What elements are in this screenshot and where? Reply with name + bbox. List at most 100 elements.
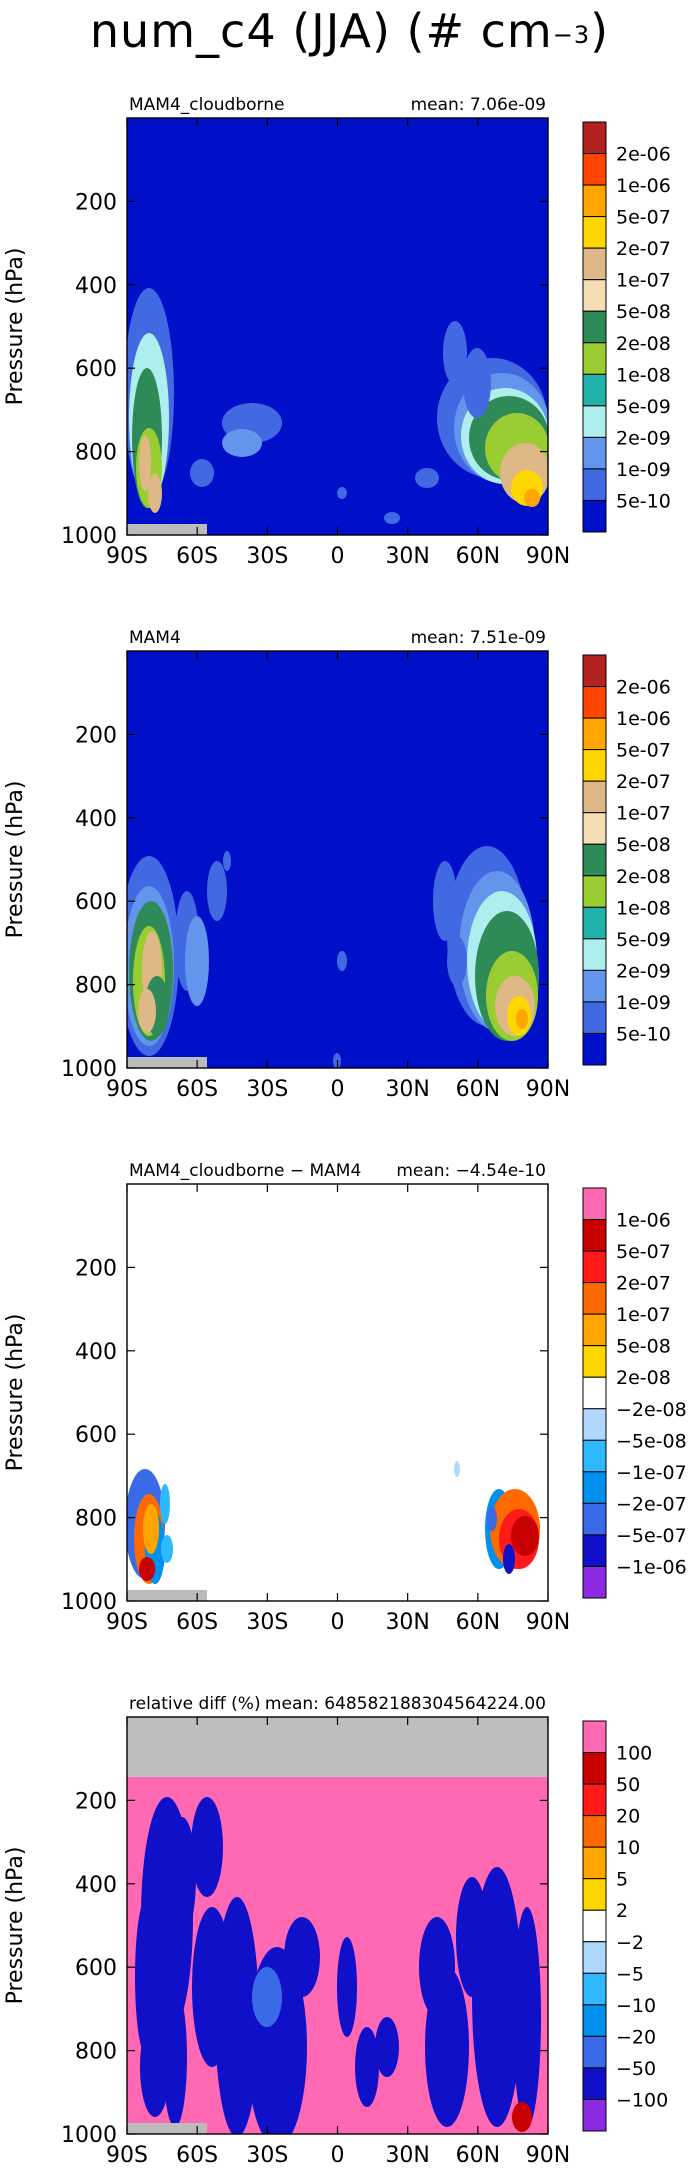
field-contours bbox=[127, 1717, 548, 2134]
colorbar-swatch bbox=[582, 468, 607, 501]
contour-region bbox=[139, 435, 151, 491]
colorbar-label: 2e-06 bbox=[616, 144, 671, 166]
colorbar-swatch bbox=[582, 1502, 607, 1536]
colorbar-label: 1e-07 bbox=[616, 1304, 671, 1326]
colorbar-label: 2e-08 bbox=[616, 333, 671, 355]
panel-right-label: mean: −4.54e-10 bbox=[396, 1161, 546, 1181]
x-tick-label: 90S bbox=[106, 1610, 148, 1635]
colorbar-swatch bbox=[582, 1878, 607, 1911]
contour-region bbox=[511, 1516, 539, 1556]
x-tick-label: 60N bbox=[456, 544, 500, 569]
contour-region bbox=[355, 2027, 379, 2107]
colorbar-label: 2e-08 bbox=[616, 1367, 671, 1389]
colorbar-label: −5e-07 bbox=[616, 1525, 687, 1547]
colorbar-swatch bbox=[582, 1001, 607, 1034]
y-tick-label: 800 bbox=[75, 974, 117, 999]
x-tick-label: 30S bbox=[246, 2143, 288, 2168]
contour-region bbox=[516, 1009, 528, 1029]
contour-region bbox=[160, 1484, 170, 1524]
colorbar-swatch bbox=[582, 153, 607, 186]
colorbar-swatch bbox=[582, 1032, 607, 1066]
contour-region bbox=[337, 951, 347, 971]
colorbar-label: 5e-10 bbox=[616, 1023, 671, 1045]
x-tick-label: 30N bbox=[385, 2143, 429, 2168]
colorbar-label: 5 bbox=[616, 1869, 628, 1891]
colorbar-swatch bbox=[582, 1846, 607, 1880]
colorbar-swatch bbox=[582, 1187, 607, 1221]
chart-panel-3: MAM4_cloudborne − MAM4 mean: −4.54e-10 200… bbox=[3, 1161, 687, 1635]
x-tick-label: 60N bbox=[456, 1077, 500, 1102]
colorbar-swatch bbox=[582, 969, 607, 1003]
contour-region bbox=[190, 459, 214, 487]
colorbar-label: −2e-07 bbox=[616, 1493, 687, 1515]
contour-region bbox=[168, 1817, 196, 1937]
y-tick-label: 600 bbox=[75, 890, 117, 915]
panel-left-label: relative diff (%) bbox=[129, 1694, 261, 1714]
x-tick-label: 90S bbox=[106, 1077, 148, 1102]
colorbar-swatch bbox=[582, 247, 607, 281]
colorbar-swatch bbox=[582, 654, 607, 688]
colorbar-swatch bbox=[582, 906, 607, 940]
chart-panel-4: relative diff (%) mean: 6485821883045642​… bbox=[3, 1694, 668, 2168]
colorbar-swatch bbox=[582, 1313, 607, 1347]
colorbar-label: 5e-07 bbox=[616, 207, 671, 229]
contour-region bbox=[443, 321, 467, 385]
y-tick-label: 400 bbox=[75, 1340, 117, 1365]
colorbar-label: 2e-07 bbox=[616, 1273, 671, 1295]
colorbar-swatch bbox=[582, 1471, 607, 1504]
colorbar-swatch bbox=[582, 216, 607, 249]
colorbar-swatch bbox=[582, 499, 607, 533]
contour-region bbox=[223, 851, 231, 871]
contour-region bbox=[384, 512, 400, 524]
colorbar-label: 5e-07 bbox=[616, 740, 671, 762]
panel-right-label: mean: 7.06e-09 bbox=[411, 95, 546, 115]
colorbar-label: −100 bbox=[616, 2089, 668, 2111]
chart-panel-1: MAM4_cloudborne mean: 7.06e-09 200 400 600 80… bbox=[3, 95, 671, 569]
colorbar-swatch bbox=[582, 1250, 607, 1284]
missing-data bbox=[127, 1717, 548, 1777]
x-tick-label: 60N bbox=[456, 1610, 500, 1635]
colorbar-label: −20 bbox=[616, 2026, 656, 2048]
x-tick-label: 30N bbox=[385, 1077, 429, 1102]
contour-region bbox=[143, 1504, 159, 1554]
colorbar-label: 10 bbox=[616, 1837, 640, 1859]
colorbar-swatch bbox=[582, 279, 607, 312]
colorbar-swatch bbox=[582, 1815, 607, 1848]
colorbar-label: 1e-09 bbox=[616, 459, 671, 481]
contour-region bbox=[337, 1937, 357, 2037]
contour-region bbox=[425, 1967, 469, 2127]
contour-region bbox=[215, 1897, 259, 2134]
x-tick-label: 30N bbox=[385, 1610, 429, 1635]
x-tick-label: 60S bbox=[176, 544, 218, 569]
x-tick-label: 60N bbox=[456, 2143, 500, 2168]
colorbar-label: 100 bbox=[616, 1743, 652, 1765]
x-tick-label: 90N bbox=[526, 1077, 570, 1102]
x-tick-label: 0 bbox=[331, 1077, 345, 1102]
colorbar-label: 2e-08 bbox=[616, 866, 671, 888]
colorbar-label: 20 bbox=[616, 1806, 640, 1828]
colorbar-swatch bbox=[582, 812, 607, 845]
panel-left-label: MAM4 bbox=[129, 628, 181, 648]
colorbar-swatch bbox=[582, 436, 607, 470]
colorbar-swatch bbox=[582, 780, 607, 814]
colorbar-label: 1e-06 bbox=[616, 175, 671, 197]
panel-left-label: MAM4_cloudborne − MAM4 bbox=[129, 1161, 361, 1181]
x-tick-label: 90N bbox=[526, 544, 570, 569]
colorbar-swatch bbox=[582, 1534, 607, 1567]
contour-region bbox=[222, 429, 262, 457]
colorbar-label: 1e-07 bbox=[616, 270, 671, 292]
colorbar-swatch bbox=[582, 1941, 607, 1974]
colorbar-label: 5e-09 bbox=[616, 929, 671, 951]
y-tick-label: 600 bbox=[75, 357, 117, 382]
colorbar-swatch bbox=[582, 310, 607, 344]
missing-data bbox=[127, 1057, 207, 1068]
contour-region bbox=[463, 348, 491, 418]
colorbar-label: 5e-07 bbox=[616, 1241, 671, 1263]
y-tick-label: 600 bbox=[75, 1956, 117, 1981]
colorbar-swatch bbox=[582, 1720, 607, 1754]
colorbar-swatch bbox=[582, 749, 607, 782]
colorbar-swatch bbox=[582, 2067, 607, 2100]
figure-title: num_c4 (JJA) (# cm−3) bbox=[89, 4, 610, 58]
colorbar-swatch bbox=[582, 938, 607, 971]
colorbar-label: −2 bbox=[616, 1932, 644, 1954]
